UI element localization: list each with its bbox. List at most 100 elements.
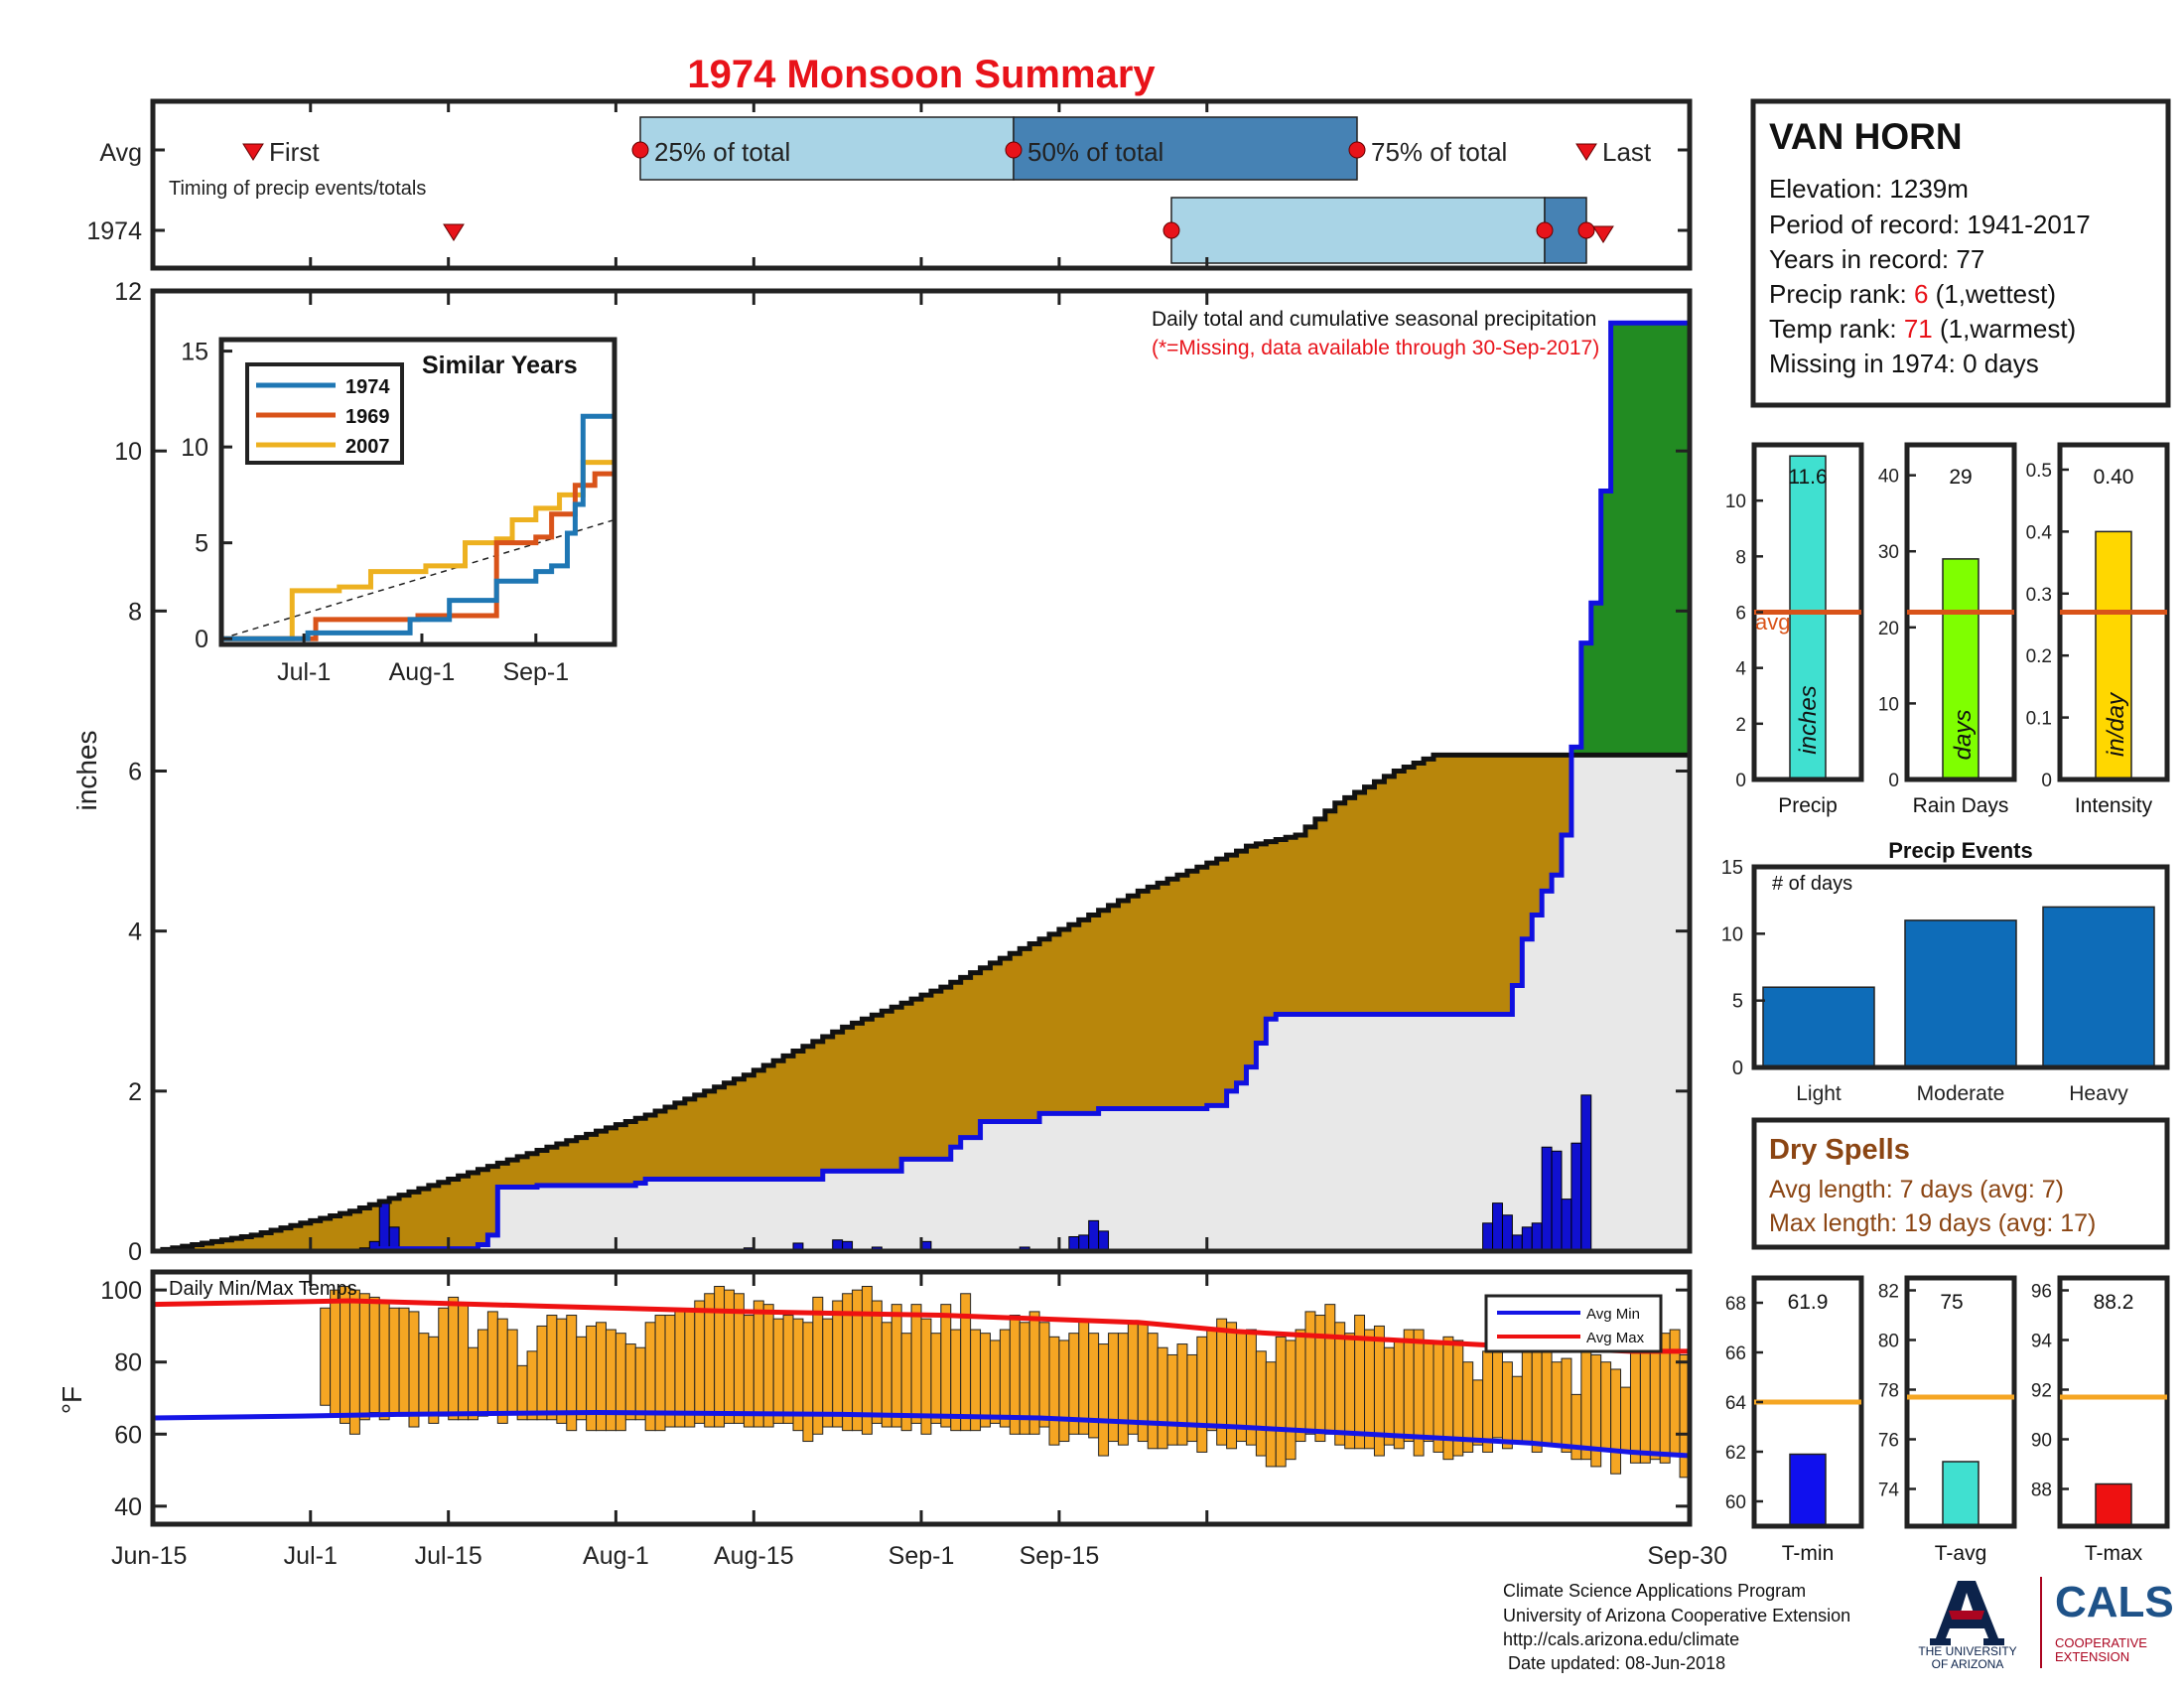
- temp-bar-63: [940, 1304, 952, 1428]
- xtick-label-7: Sep-30: [1647, 1542, 1727, 1570]
- temp-bar-57: [881, 1322, 892, 1428]
- daily-precip-bar-25: [1561, 1199, 1572, 1252]
- ua-logo-text-2: OF ARIZONA: [1932, 1657, 2004, 1671]
- temp-bar-12: [438, 1307, 450, 1417]
- avg-50-marker: [1005, 141, 1023, 159]
- 1974-25-marker: [1162, 221, 1180, 239]
- temp-bar-47: [782, 1315, 794, 1424]
- avg-min-line: [152, 1410, 1691, 1459]
- temp-bar-84: [1147, 1333, 1159, 1450]
- temp-bar-102: [1324, 1304, 1336, 1435]
- temp-bar-46: [772, 1318, 784, 1424]
- temp-bar-133: [1629, 1340, 1641, 1464]
- avg-50-label: 50% of total: [1027, 137, 1163, 167]
- tavg-ytick-label-4: 82: [1878, 1282, 1899, 1303]
- temp-bar-135: [1649, 1340, 1661, 1461]
- station-precip-rank: Precip rank: 6 (1,wettest): [1769, 279, 2056, 309]
- tmax-value-label: 88.2: [2094, 1291, 2134, 1314]
- tmin-ytick-label-3: 66: [1725, 1343, 1746, 1364]
- daily-precip-bar-18: [1492, 1202, 1503, 1252]
- temp-bar-18: [496, 1318, 508, 1424]
- main-ylabel: inches: [71, 731, 102, 811]
- avg-last-label: Last: [1602, 137, 1652, 167]
- temp-bar-132: [1620, 1386, 1631, 1453]
- temp-bar-77: [1078, 1318, 1090, 1435]
- events-ytick-label-2: 10: [1721, 923, 1743, 945]
- timing-1974-q1-box: [1170, 197, 1546, 264]
- precip-ytick-label-4: 8: [1735, 547, 1746, 568]
- cals-logo-coop: COOPERATIVE: [2055, 1635, 2147, 1650]
- main-ytick-label-0: 0: [128, 1238, 142, 1266]
- inset-xtick-label-0: Jul-1: [277, 658, 331, 686]
- timing-subtitle: Timing of precip events/totals: [169, 178, 426, 200]
- events-ytick-label-0: 0: [1732, 1058, 1743, 1079]
- daily-precip-bar-27: [1580, 1094, 1592, 1252]
- temp-bar-92: [1226, 1322, 1238, 1450]
- temp-bar-19: [506, 1329, 518, 1414]
- daily-precip-bar-16: [1098, 1230, 1110, 1252]
- temp-bar-0: [320, 1307, 332, 1406]
- events-axis-ticks: 0 5 10 15: [1721, 857, 1765, 1079]
- events-ylabel: # of days: [1772, 873, 1852, 895]
- timing-row-1974: 1974: [86, 217, 142, 245]
- temp-bar-108: [1383, 1346, 1395, 1446]
- days-ytick-label-1: 10: [1878, 694, 1899, 715]
- temp-bar-122: [1521, 1340, 1533, 1443]
- xtick-label-3: Aug-1: [583, 1542, 649, 1570]
- intensity-ytick-label-3: 0.3: [2026, 585, 2052, 606]
- temp-bar-4: [358, 1293, 370, 1421]
- precip-avg-label: avg: [1755, 610, 1790, 635]
- temp-bar-86: [1166, 1353, 1178, 1446]
- daily-temps-plot: 40 60 80 100 Jun-15 Jul-1 Jul-15 Aug-1 Aug-15 Sep…: [57, 1269, 1727, 1570]
- tmin-ytick-label-2: 64: [1725, 1393, 1747, 1414]
- temp-bar-119: [1492, 1343, 1503, 1439]
- temp-bar-100: [1304, 1311, 1316, 1435]
- temp-bar-68: [989, 1340, 1001, 1424]
- temp-bar-3: [348, 1289, 360, 1435]
- inset-ytick-label-0: 0: [195, 626, 208, 653]
- ua-logo-text-1: THE UNIVERSITY: [1918, 1644, 2016, 1658]
- temp-summary-axis-ticks: 60 62 64 66 68 74 76 78 80 82 88 90 92 94 96: [1725, 1282, 2069, 1513]
- temp-bar-1: [330, 1289, 341, 1417]
- temp-bar-112: [1423, 1340, 1434, 1443]
- temp-bar-30: [614, 1333, 626, 1432]
- event-label-heavy: Heavy: [2069, 1082, 2128, 1105]
- events-ytick-label-1: 5: [1732, 991, 1743, 1013]
- daily-precip-bar-24: [1551, 1150, 1563, 1252]
- 1974-first-marker: [443, 223, 465, 241]
- tmax-frame: [2057, 1275, 2170, 1529]
- temp-bar-81: [1117, 1333, 1129, 1446]
- temp-bar-118: [1482, 1350, 1494, 1453]
- temp-bar-88: [1186, 1353, 1198, 1443]
- tmin-value-label: 61.9: [1788, 1291, 1829, 1314]
- temp-bar-58: [890, 1304, 902, 1428]
- temp-bar-22: [536, 1325, 548, 1421]
- temp-legend: [1484, 1294, 1663, 1353]
- event-bar-moderate: [1904, 919, 2017, 1068]
- intensity-unit-label: in/day: [2103, 691, 2129, 757]
- tmax-bar: [2095, 1482, 2132, 1527]
- tmax-ytick-label-3: 94: [2031, 1332, 2053, 1352]
- tmax-ytick-label-4: 96: [2031, 1282, 2052, 1303]
- tmax-ytick-label-1: 90: [2031, 1431, 2052, 1452]
- tavg-bar: [1942, 1461, 1979, 1527]
- precip-ytick-label-5: 10: [1725, 492, 1746, 512]
- main-ytick-label-1: 2: [128, 1078, 142, 1106]
- avg-75-marker: [1348, 141, 1366, 159]
- precip-ytick-label-3: 6: [1735, 604, 1746, 625]
- temp-bar-38: [694, 1300, 706, 1424]
- inset-ytick-label-3: 15: [181, 339, 208, 366]
- temp-bar-134: [1639, 1340, 1651, 1464]
- temp-bar-79: [1098, 1343, 1110, 1457]
- university-of-arizona-logo: THE UNIVERSITY OF ARIZONA: [1918, 1581, 2017, 1671]
- tavg-panel-label: T-avg: [1935, 1542, 1987, 1565]
- temp-bar-125: [1551, 1361, 1563, 1446]
- precip-value-label: 11.6: [1788, 466, 1827, 489]
- temp-axis-ticks: 40 60 80 100 Jun-15 Jul-1 Jul-15 Aug-1 Aug-15 Sep…: [100, 1274, 1727, 1570]
- temp-bar-54: [852, 1289, 863, 1432]
- precip-events-panel: Precip Events Light Moderate Heavy # of da…: [1721, 838, 2170, 1105]
- dry-spells-max: Max length: 19 days (avg: 17): [1769, 1209, 2096, 1237]
- temp-bar-105: [1354, 1315, 1366, 1450]
- temp-ylabel: °F: [57, 1386, 87, 1414]
- temp-bar-82: [1127, 1322, 1139, 1435]
